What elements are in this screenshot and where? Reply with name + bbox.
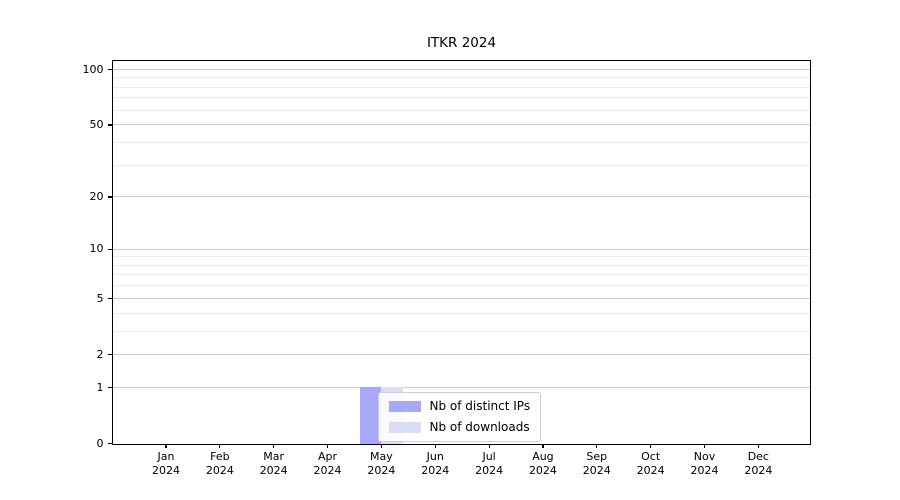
x-tick-label-month: Feb bbox=[210, 450, 230, 463]
y-gridline-minor-8 bbox=[113, 264, 810, 266]
legend-swatch-distinct-ips bbox=[388, 400, 421, 412]
bar-distinct-ips-may bbox=[359, 387, 382, 444]
x-tick-nov bbox=[703, 443, 706, 449]
x-tick-jun bbox=[434, 443, 436, 449]
x-tick-label-year: 2024 bbox=[205, 463, 234, 477]
x-tick-label-aug: Aug 2024 bbox=[513, 450, 573, 477]
y-gridline-minor-9 bbox=[113, 256, 810, 258]
chart-title: ITKR 2024 bbox=[426, 35, 497, 51]
x-tick-label-may: May 2024 bbox=[351, 450, 411, 477]
x-tick-label-year: 2024 bbox=[690, 463, 719, 477]
y-tick-1 bbox=[107, 386, 112, 389]
x-tick-label-year: 2024 bbox=[313, 463, 342, 477]
x-tick-label-month: Jun bbox=[426, 450, 444, 463]
y-tick-label-100: 100 bbox=[82, 62, 104, 76]
y-gridline-major-2 bbox=[113, 354, 810, 356]
x-tick-label-month: Mar bbox=[263, 450, 285, 463]
y-gridline-major-10 bbox=[113, 248, 810, 250]
plot-area: Nb of distinct IPs Nb of downloads bbox=[112, 60, 811, 445]
y-gridline-minor-90 bbox=[113, 77, 810, 79]
x-tick-label-year: 2024 bbox=[636, 463, 665, 477]
y-gridline-minor-80 bbox=[113, 86, 810, 88]
y-tick-label-0: 0 bbox=[96, 436, 104, 450]
legend: Nb of distinct IPs Nb of downloads bbox=[377, 391, 542, 442]
x-tick-label-year: 2024 bbox=[367, 463, 396, 477]
y-gridline-minor-60 bbox=[113, 109, 810, 111]
x-tick-label-sep: Sep 2024 bbox=[567, 450, 627, 477]
y-gridline-major-1 bbox=[113, 386, 810, 388]
x-tick-label-oct: Oct 2024 bbox=[621, 450, 681, 477]
y-tick-2 bbox=[107, 354, 112, 356]
x-tick-label-mar: Mar 2024 bbox=[244, 450, 304, 477]
y-gridline-minor-6 bbox=[113, 285, 810, 287]
x-tick-apr bbox=[326, 443, 329, 449]
x-tick-label-year: 2024 bbox=[582, 463, 611, 477]
x-tick-label-month: Jul bbox=[482, 450, 496, 463]
x-tick-sep bbox=[596, 443, 598, 449]
x-tick-feb bbox=[219, 443, 221, 449]
y-gridline-minor-70 bbox=[113, 97, 810, 99]
x-tick-label-year: 2024 bbox=[259, 463, 288, 477]
x-tick-label-month: Aug bbox=[532, 450, 554, 463]
x-tick-mar bbox=[273, 443, 275, 449]
x-tick-label-jun: Jun 2024 bbox=[405, 450, 465, 477]
x-tick-label-year: 2024 bbox=[744, 463, 773, 477]
y-gridline-major-50 bbox=[113, 124, 810, 126]
legend-item-distinct-ips: Nb of distinct IPs bbox=[388, 398, 531, 415]
y-tick-10 bbox=[107, 248, 112, 250]
legend-item-downloads: Nb of downloads bbox=[388, 419, 531, 436]
y-gridline-minor-3 bbox=[113, 330, 810, 332]
y-tick-label-1: 1 bbox=[96, 380, 104, 394]
x-tick-label-nov: Nov 2024 bbox=[675, 450, 735, 477]
y-tick-label-20: 20 bbox=[89, 189, 104, 203]
x-tick-label-month: May bbox=[370, 450, 393, 463]
x-tick-label-year: 2024 bbox=[475, 463, 504, 477]
x-tick-dec bbox=[757, 443, 759, 449]
x-tick-jan bbox=[165, 443, 167, 449]
x-tick-label-month: Oct bbox=[641, 450, 661, 463]
y-tick-50 bbox=[107, 124, 112, 126]
y-gridline-minor-7 bbox=[113, 274, 810, 276]
y-tick-label-50: 50 bbox=[89, 117, 104, 131]
y-gridline-major-20 bbox=[113, 196, 810, 198]
x-tick-may bbox=[380, 443, 382, 449]
y-gridline-minor-4 bbox=[113, 312, 810, 314]
x-tick-label-month: Sep bbox=[586, 450, 608, 463]
legend-label-downloads: Nb of downloads bbox=[429, 419, 530, 434]
x-tick-label-year: 2024 bbox=[421, 463, 450, 477]
x-tick-oct bbox=[650, 443, 652, 449]
x-tick-label-jul: Jul 2024 bbox=[459, 450, 519, 477]
legend-label-distinct-ips: Nb of distinct IPs bbox=[429, 398, 531, 413]
legend-swatch-downloads bbox=[388, 421, 421, 433]
x-tick-label-apr: Apr 2024 bbox=[298, 450, 358, 477]
y-gridline-minor-30 bbox=[113, 164, 810, 166]
x-tick-jul bbox=[488, 443, 490, 449]
x-tick-label-month: Apr bbox=[318, 450, 338, 463]
x-tick-label-dec: Dec 2024 bbox=[728, 450, 788, 477]
x-tick-label-month: Nov bbox=[693, 450, 716, 463]
x-tick-label-month: Dec bbox=[747, 450, 769, 463]
x-tick-label-feb: Feb 2024 bbox=[190, 450, 250, 477]
y-tick-20 bbox=[107, 196, 112, 198]
x-tick-label-year: 2024 bbox=[152, 463, 180, 477]
y-tick-0 bbox=[107, 443, 112, 445]
y-tick-100 bbox=[107, 68, 112, 71]
x-tick-aug bbox=[542, 443, 544, 449]
x-tick-label-jan: Jan 2024 bbox=[136, 450, 196, 477]
y-tick-label-5: 5 bbox=[96, 291, 104, 305]
y-gridline-major-5 bbox=[113, 297, 810, 299]
y-gridline-major-100 bbox=[113, 68, 810, 70]
y-gridline-minor-40 bbox=[113, 141, 810, 143]
y-tick-label-10: 10 bbox=[89, 242, 104, 256]
x-tick-label-month: Jan bbox=[157, 450, 175, 463]
y-tick-label-2: 2 bbox=[96, 347, 104, 361]
x-tick-label-year: 2024 bbox=[528, 463, 557, 477]
y-tick-5 bbox=[107, 297, 112, 300]
